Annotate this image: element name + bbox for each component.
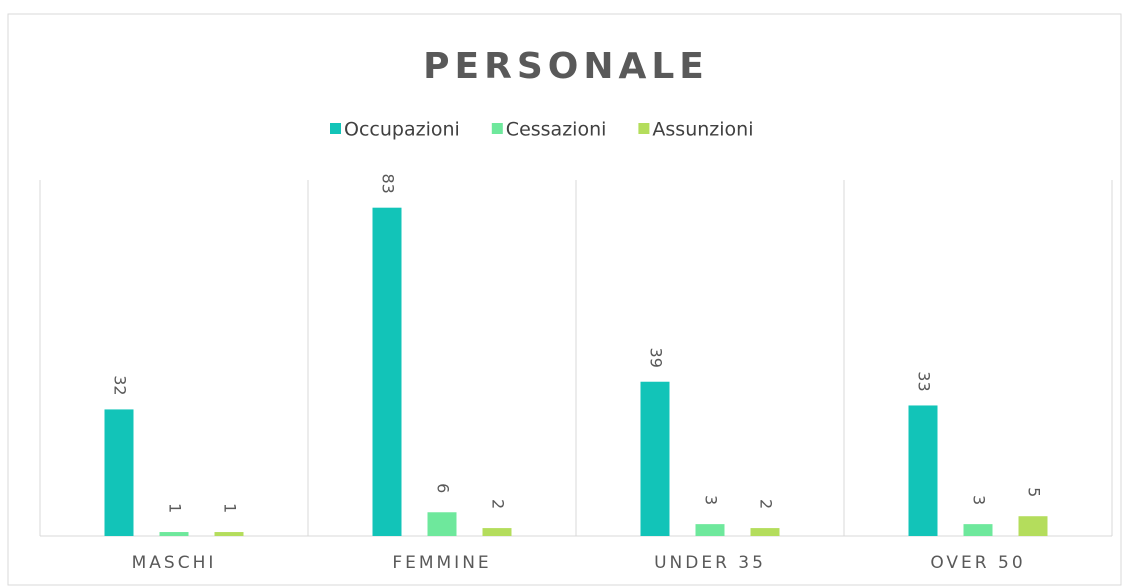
legend-swatch	[491, 123, 503, 134]
data-label: 3	[702, 495, 721, 505]
bar	[482, 528, 512, 536]
data-label: 5	[1025, 487, 1044, 497]
legend-swatch	[638, 123, 650, 134]
data-label: 33	[915, 371, 934, 391]
data-label: 83	[379, 174, 398, 194]
data-label: 1	[166, 503, 185, 513]
bar	[695, 524, 725, 536]
data-label: 2	[489, 499, 508, 509]
x-tick-label: OVER 50	[930, 553, 1025, 573]
data-label: 6	[434, 483, 453, 493]
bar	[963, 524, 993, 536]
legend-label: Occupazioni	[344, 119, 460, 141]
legend-swatch	[330, 123, 341, 134]
x-tick-label: UNDER 35	[654, 553, 766, 573]
bar	[427, 512, 457, 536]
x-tick-label: FEMMINE	[392, 553, 491, 573]
data-label: 1	[221, 503, 240, 513]
bar	[104, 409, 134, 536]
data-label: 2	[757, 499, 776, 509]
chart-title: PERSONALE	[423, 46, 709, 87]
chart-frame	[7, 13, 1122, 586]
legend-label: Assunzioni	[652, 119, 753, 141]
bar	[1018, 516, 1048, 536]
legend-label: Cessazioni	[506, 119, 607, 141]
data-label: 32	[111, 375, 130, 395]
x-tick-label: MASCHI	[132, 553, 217, 573]
data-label: 39	[647, 348, 666, 368]
bar	[750, 528, 780, 536]
bar	[372, 207, 402, 536]
data-label: 3	[970, 495, 989, 505]
bar	[640, 381, 670, 536]
bar	[908, 405, 938, 536]
bar	[214, 532, 244, 536]
bar	[159, 532, 189, 536]
